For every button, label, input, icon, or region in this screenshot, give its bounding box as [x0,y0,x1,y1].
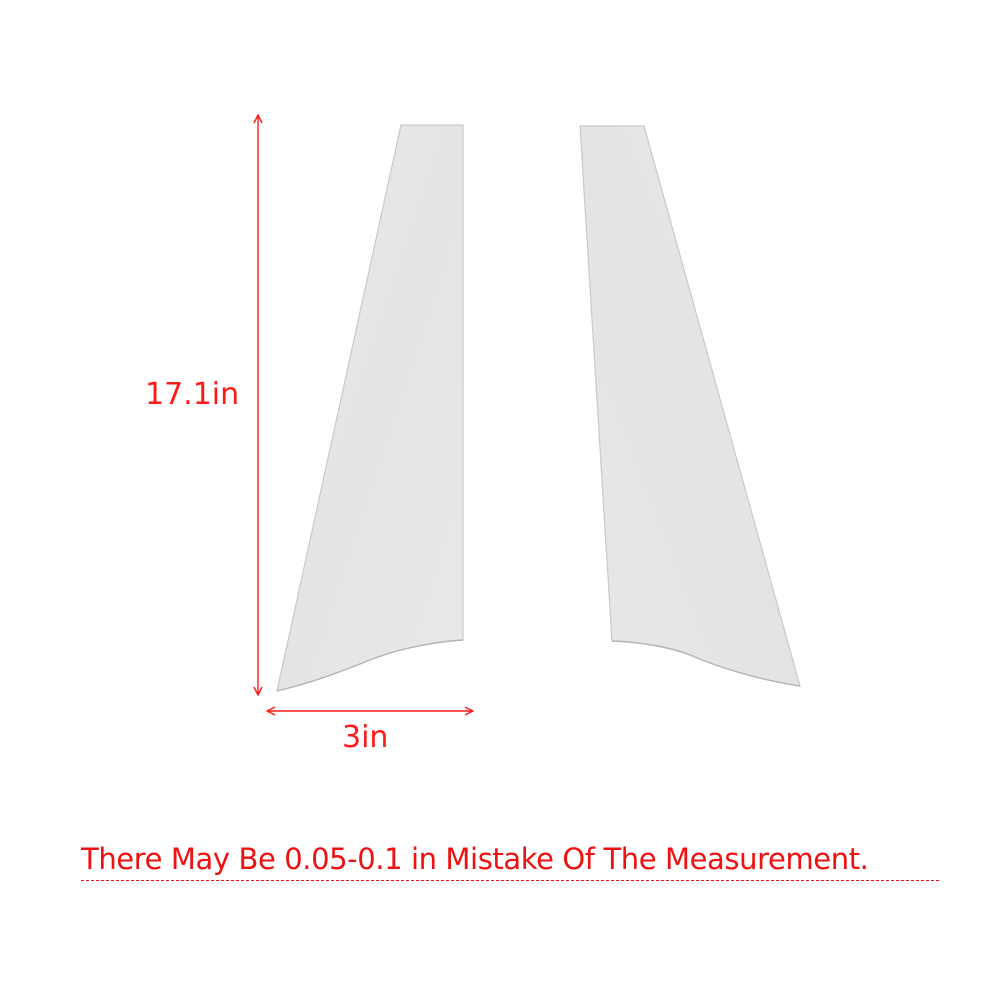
measurement-note-underline [81,880,939,881]
faint-background-text: ​ [32,798,232,808]
width-dimension-label: 3in [342,720,389,755]
measurement-note: There May Be 0.05-0.1 in Mistake Of The … [81,842,869,876]
left-pillar-bottom-edge [276,639,464,692]
height-dimension-label: 17.1in [145,377,240,412]
left-pillar-panel [276,124,464,692]
right-pillar-panel [579,125,801,687]
right-pillar-bottom-edge [611,640,801,687]
